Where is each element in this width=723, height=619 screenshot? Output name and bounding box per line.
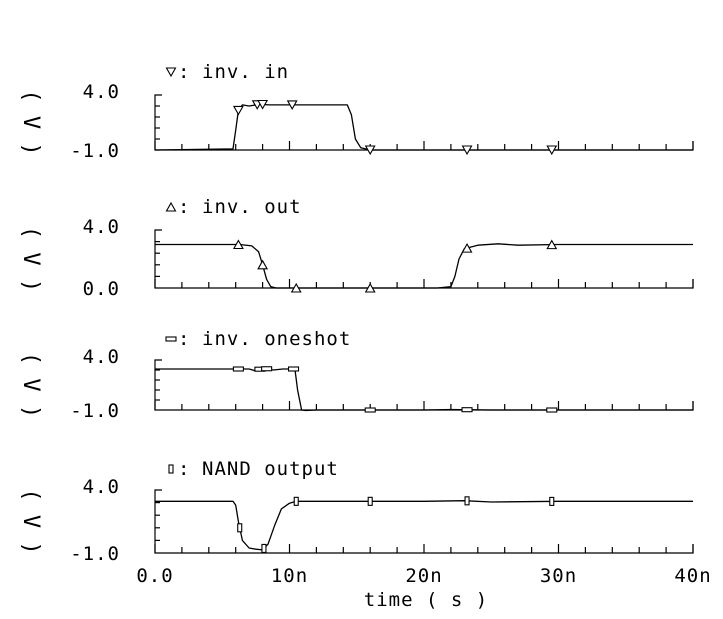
panel-3-data-marker: [287, 366, 300, 372]
panel-2-data-marker: [364, 282, 376, 293]
panel-4-legend-label: NAND output: [202, 458, 339, 480]
panel-4-legend-marker: [168, 464, 174, 474]
panel-3-legend-separator: :: [178, 328, 190, 350]
panel-3-legend-marker: [165, 336, 177, 342]
panel-2-y-tick-label-top: 4.0: [83, 216, 120, 238]
panel-1-data-marker: [546, 145, 558, 156]
panel-1-data-marker: [364, 145, 376, 156]
panel-2-data-marker: [232, 239, 244, 250]
x-tick-label: 0.0: [136, 565, 173, 587]
panel-4-y-tick-label-top: 4.0: [83, 476, 120, 498]
panel-2-legend-label: inv. out: [202, 196, 302, 218]
x-tick-label: 40n: [674, 565, 711, 587]
panel-4-data-marker: [293, 496, 299, 506]
panel-3-y-axis-label: ( V ): [18, 352, 43, 418]
panel-1-y-tick-label-bottom: -1.0: [70, 140, 120, 162]
panel-2-data-marker: [257, 259, 269, 270]
panel-4-y-axis-label: ( V ): [18, 488, 43, 554]
panel-1-legend-separator: :: [178, 61, 190, 83]
panel-2-y-tick-label-bottom: 0.0: [83, 278, 120, 300]
panel-1-data-marker: [461, 145, 473, 156]
panel-4-trace: [155, 500, 693, 551]
panel-3-data-marker: [364, 407, 376, 413]
panel-3-data-marker: [461, 407, 473, 413]
panel-3-y-tick-label-bottom: -1.0: [70, 400, 120, 422]
panel-1-data-marker: [257, 99, 269, 110]
panel-2-data-marker: [546, 239, 558, 250]
panel-3-legend-label: inv. oneshot: [202, 328, 351, 350]
panel-2-trace: [155, 243, 693, 289]
panel-2-legend-marker: [165, 201, 177, 212]
x-tick-label: 20n: [405, 565, 442, 587]
panel-2-legend-separator: :: [178, 196, 190, 218]
panel-4-data-marker: [261, 543, 267, 553]
panel-2-data-marker: [290, 282, 302, 293]
panel-4-data-marker: [549, 496, 555, 506]
panel-1-legend-marker: [165, 67, 177, 78]
panel-4-data-marker: [464, 496, 470, 506]
panel-3-y-tick-label-top: 4.0: [83, 346, 120, 368]
panel-1-data-marker: [286, 100, 298, 111]
panel-3-data-marker: [546, 407, 558, 413]
x-tick-label: 30n: [540, 565, 577, 587]
panel-2-data-marker: [461, 243, 473, 253]
panel-2-y-axis-label: ( V ): [18, 226, 43, 292]
panel-4-legend-separator: :: [178, 458, 190, 480]
x-axis-label: time ( s ): [364, 589, 488, 611]
panel-4-data-marker: [367, 496, 373, 506]
panel-3-data-marker: [232, 366, 244, 372]
panel-4-y-tick-label-bottom: -1.0: [70, 543, 120, 565]
x-tick-label: 10n: [271, 565, 308, 587]
panel-4-data-marker: [237, 523, 243, 533]
panel-4-frame: [154, 489, 694, 554]
panel-1-y-axis-label: ( V ): [18, 89, 43, 155]
panel-3-data-marker: [261, 366, 273, 372]
panel-1-data-marker: [232, 105, 244, 116]
panel-1-legend-label: inv. in: [202, 61, 289, 83]
panel-1-y-tick-label-top: 4.0: [83, 81, 120, 103]
